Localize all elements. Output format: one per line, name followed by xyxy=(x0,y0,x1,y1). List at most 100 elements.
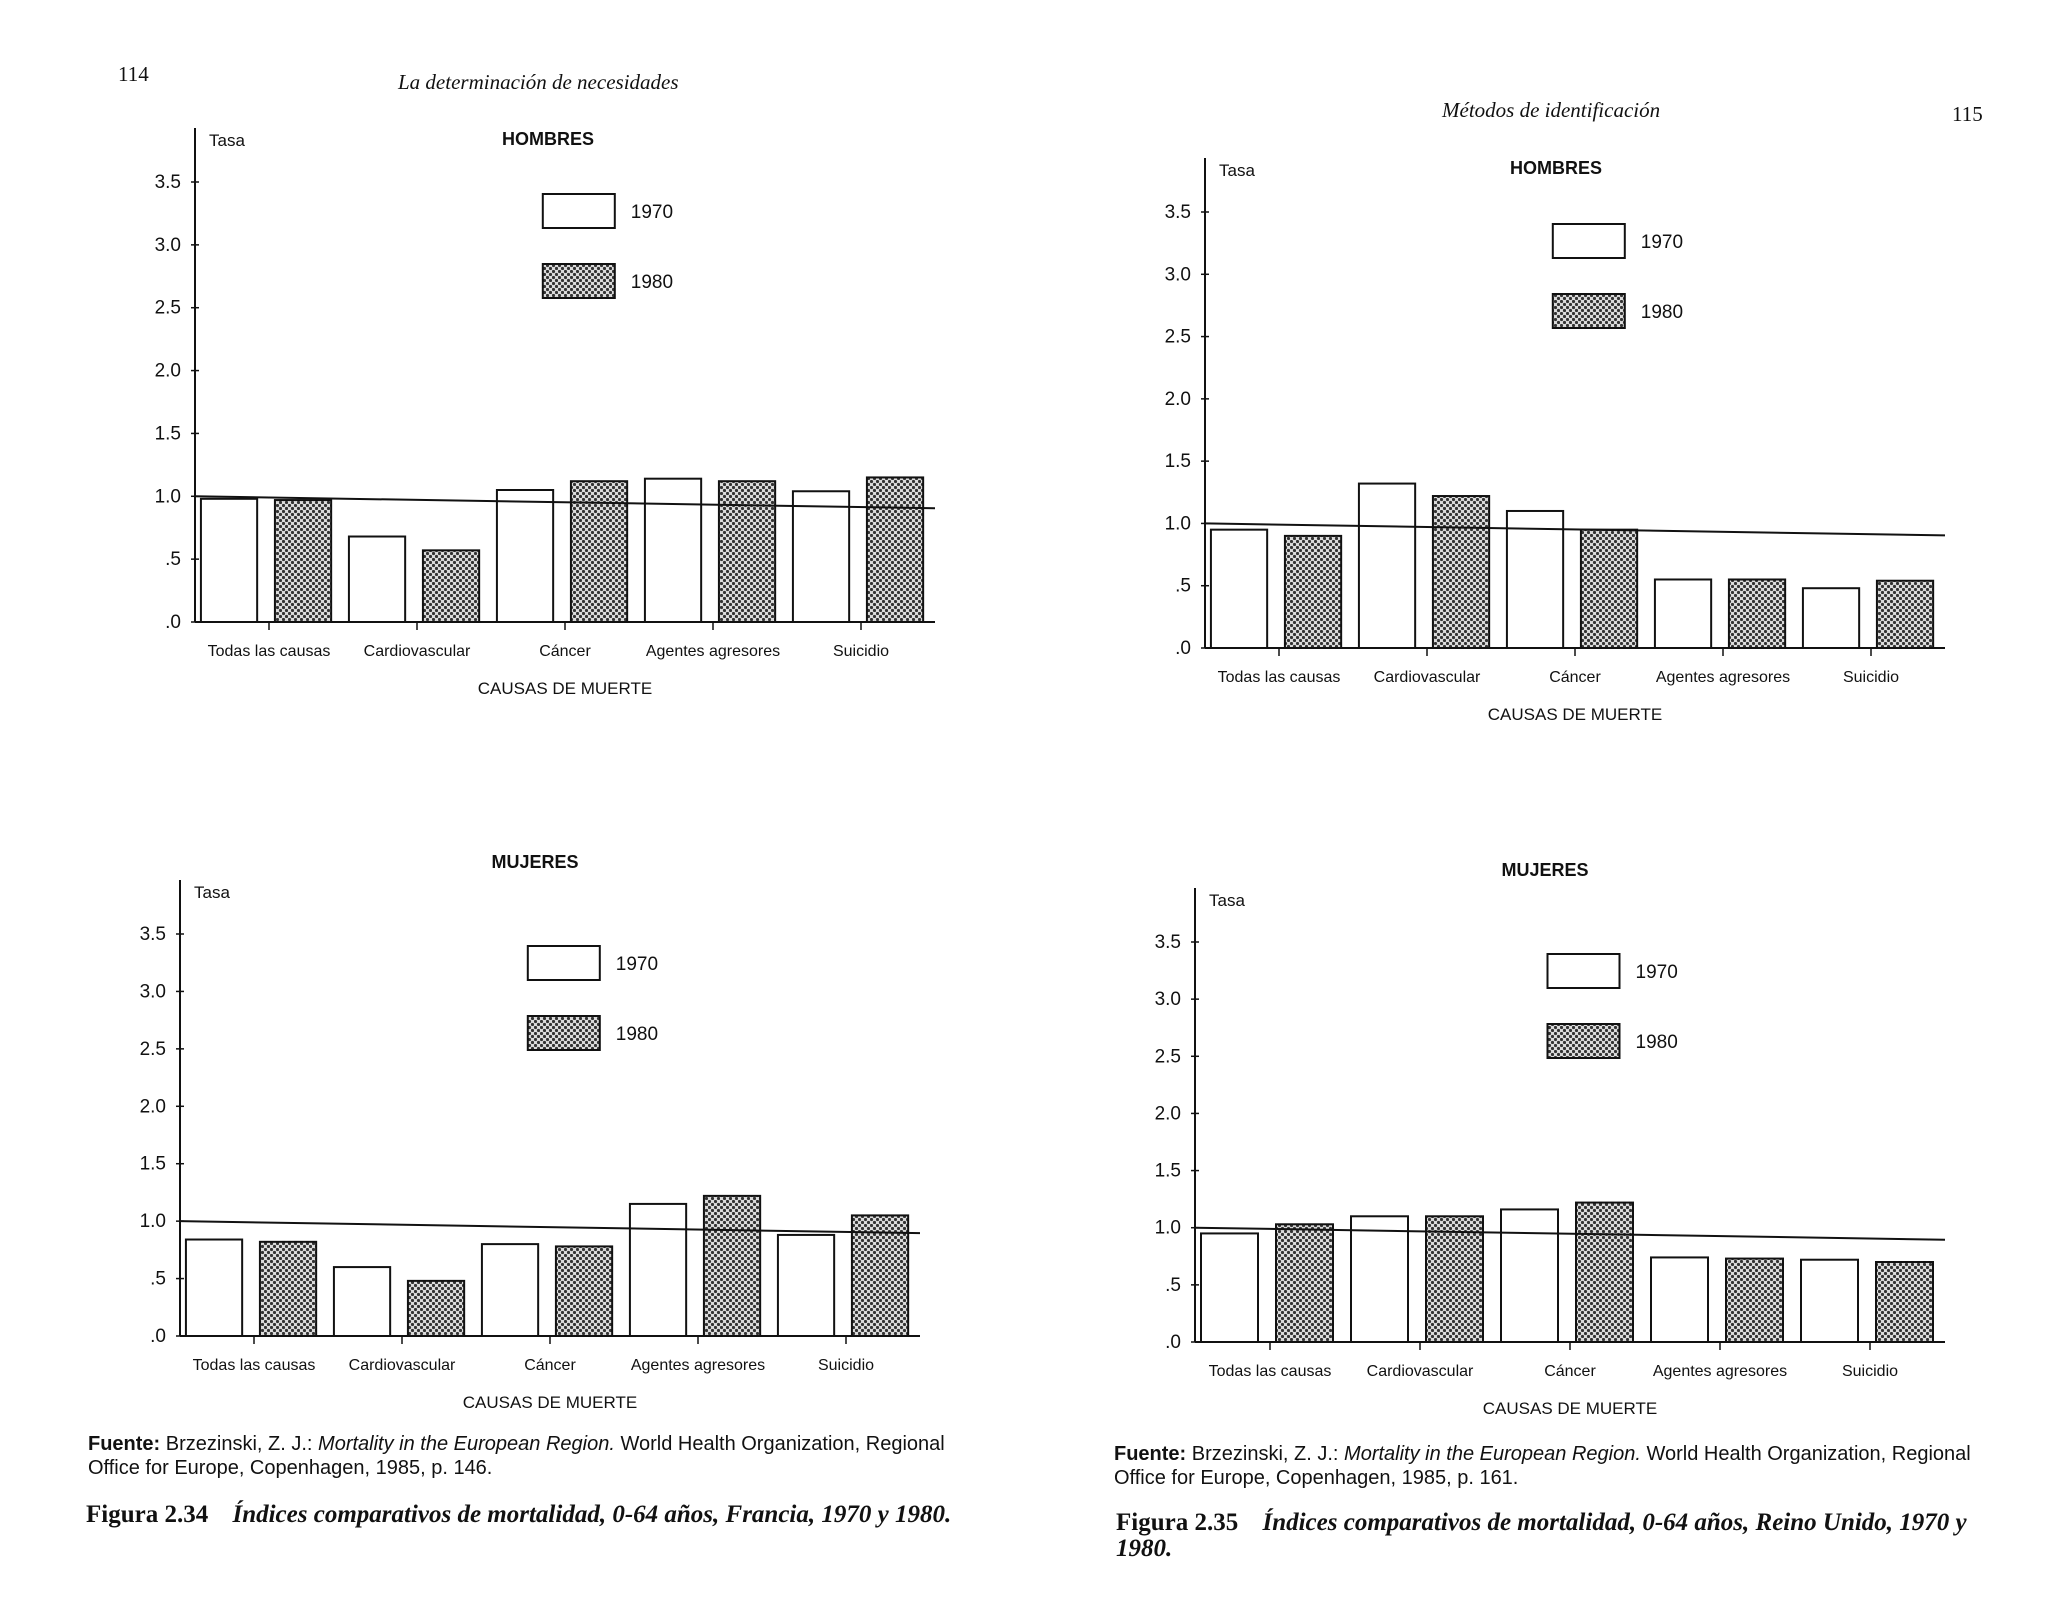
x-tick-label: Cardiovascular xyxy=(1374,669,1481,686)
y-tick-label: 1.0 xyxy=(1155,1218,1181,1239)
bar-1980-2 xyxy=(1425,1215,1484,1344)
y-tick-label: .0 xyxy=(1165,1332,1181,1353)
bar-1970-2 xyxy=(347,535,407,623)
y-tick-label: 3.5 xyxy=(1165,202,1191,223)
legend-swatch-1970 xyxy=(1546,953,1621,989)
bar-1970-5 xyxy=(1800,1258,1859,1343)
y-tick-label: 2.0 xyxy=(140,1096,166,1117)
legend-label-1970: 1970 xyxy=(1641,232,1683,253)
x-tick-label: Cardiovascular xyxy=(364,643,471,660)
source-label: Fuente: xyxy=(1114,1443,1187,1465)
right-page-number: 115 xyxy=(1952,102,1983,126)
x-tick-label: Suicidio xyxy=(818,1357,874,1374)
bar-1980-4 xyxy=(1725,1257,1784,1343)
caption-text: Índices comparativos de mortalidad, 0-64… xyxy=(232,1501,952,1528)
x-tick-label: Suicidio xyxy=(1842,1363,1898,1380)
y-tick-label: 3.0 xyxy=(1155,989,1181,1010)
y-tick-label: .0 xyxy=(165,612,181,633)
right-running-head: Métodos de identificación xyxy=(1442,98,1661,122)
bar-1970-1 xyxy=(1209,528,1269,650)
x-tick-label: Suicidio xyxy=(833,643,889,660)
bar-1970-3 xyxy=(480,1243,540,1337)
bar-1980-1 xyxy=(273,499,333,623)
y-tick-label: 2.0 xyxy=(155,361,181,382)
x-axis-label: CAUSAS DE MUERTE xyxy=(478,679,652,698)
x-tick-label: Todas las causas xyxy=(208,643,331,660)
bar-1970-3 xyxy=(495,489,555,623)
y-tick-label: 1.0 xyxy=(155,486,181,507)
bar-1970-3 xyxy=(1505,509,1565,649)
x-tick-label: Cáncer xyxy=(1544,1363,1596,1380)
y-tick-label: 2.5 xyxy=(1165,327,1191,348)
legend-swatch-1980 xyxy=(541,263,616,299)
bar-1980-1 xyxy=(1275,1223,1334,1344)
bar-1980-3 xyxy=(554,1245,614,1337)
y-tick-label: 1.5 xyxy=(1155,1161,1181,1182)
caption-figure-number: Figura 2.34 xyxy=(86,1501,209,1528)
legend-label-1970: 1970 xyxy=(631,202,673,223)
bar-1970-5 xyxy=(1801,587,1861,649)
source-publisher: World Health Organization, Regional Offi… xyxy=(88,1433,945,1479)
right-figure-caption: Figura 2.35 Índices comparativos de mort… xyxy=(1116,1510,1976,1562)
legend-swatch-1980 xyxy=(526,1015,601,1051)
source-label: Fuente: xyxy=(88,1433,161,1455)
x-tick-label: Agentes agresores xyxy=(1653,1363,1787,1380)
bar-1970-5 xyxy=(776,1233,836,1337)
bar-1970-3 xyxy=(1500,1208,1559,1344)
bar-1980-5 xyxy=(1875,579,1935,650)
bar-1970-4 xyxy=(1650,1256,1709,1344)
source-publisher: World Health Organization, Regional Offi… xyxy=(1114,1443,1971,1489)
bar-1970-4 xyxy=(643,477,703,623)
x-tick-label: Cáncer xyxy=(524,1357,576,1374)
x-tick-label: Agentes agresores xyxy=(646,643,780,660)
caption-text: Índices comparativos de mortalidad, 0-64… xyxy=(1116,1509,1967,1562)
bar-1980-5 xyxy=(865,476,925,623)
bar-1980-5 xyxy=(850,1214,910,1338)
legend-swatch-1980 xyxy=(1551,293,1626,329)
bar-1970-4 xyxy=(1653,578,1713,649)
chart-fr-mujeres: MUJERES Tasa .0 .5 1.0 1.5 2.0 2.5 3.0 3.5 Todas l… xyxy=(140,852,921,1412)
y-tick-label: 3.0 xyxy=(1165,264,1191,285)
bar-1980-5 xyxy=(1875,1261,1934,1343)
bar-1980-4 xyxy=(717,480,777,624)
x-tick-label: Todas las causas xyxy=(193,1357,316,1374)
y-tick-label: 3.5 xyxy=(155,172,181,193)
y-tick-label: 1.0 xyxy=(1165,513,1191,534)
y-tick-label: 2.0 xyxy=(1155,1103,1181,1124)
y-tick-label: 1.5 xyxy=(155,423,181,444)
x-tick-label: Todas las causas xyxy=(1209,1363,1332,1380)
y-tick-label: 2.5 xyxy=(140,1039,166,1060)
x-tick-label: Cardiovascular xyxy=(1367,1363,1474,1380)
chart-uk-mujeres: MUJERES Tasa .0 .5 1.0 1.5 2.0 2.5 3.0 3.5 Todas l… xyxy=(1155,860,1946,1418)
reference-line xyxy=(1204,522,1946,537)
bar-1980-3 xyxy=(1575,1201,1634,1343)
legend-swatch-1970 xyxy=(526,945,601,981)
source-title: Mortality in the European Region. xyxy=(1344,1443,1641,1465)
legend-swatch-1970 xyxy=(1551,223,1626,259)
chart-title: MUJERES xyxy=(491,852,578,872)
x-axis-label: CAUSAS DE MUERTE xyxy=(1483,1399,1657,1418)
x-tick-label: Cáncer xyxy=(1549,669,1601,686)
y-axis-label: Tasa xyxy=(1219,161,1255,180)
y-tick-label: 2.5 xyxy=(155,298,181,319)
bar-1970-1 xyxy=(184,1238,244,1338)
legend-label-1970: 1970 xyxy=(1636,962,1678,983)
y-tick-label: .5 xyxy=(1165,1275,1181,1296)
bar-1970-1 xyxy=(1200,1232,1259,1344)
y-tick-label: .0 xyxy=(150,1326,166,1347)
reference-line xyxy=(179,1220,921,1235)
bar-1970-2 xyxy=(332,1266,392,1337)
bar-1970-2 xyxy=(1357,482,1417,649)
y-axis-label: Tasa xyxy=(1209,891,1245,910)
legend-label-1980: 1980 xyxy=(1636,1032,1678,1053)
bar-1970-1 xyxy=(199,497,259,623)
legend-swatch-1970 xyxy=(541,193,616,229)
left-source-note: Fuente: Brzezinski, Z. J.: Mortality in … xyxy=(88,1432,948,1480)
x-axis-label: CAUSAS DE MUERTE xyxy=(1488,705,1662,724)
legend-swatch-1980 xyxy=(1546,1023,1621,1059)
bar-1980-4 xyxy=(1727,578,1787,649)
y-tick-label: 3.5 xyxy=(1155,932,1181,953)
chart-title: HOMBRES xyxy=(1510,158,1602,178)
y-tick-label: 3.0 xyxy=(155,235,181,256)
